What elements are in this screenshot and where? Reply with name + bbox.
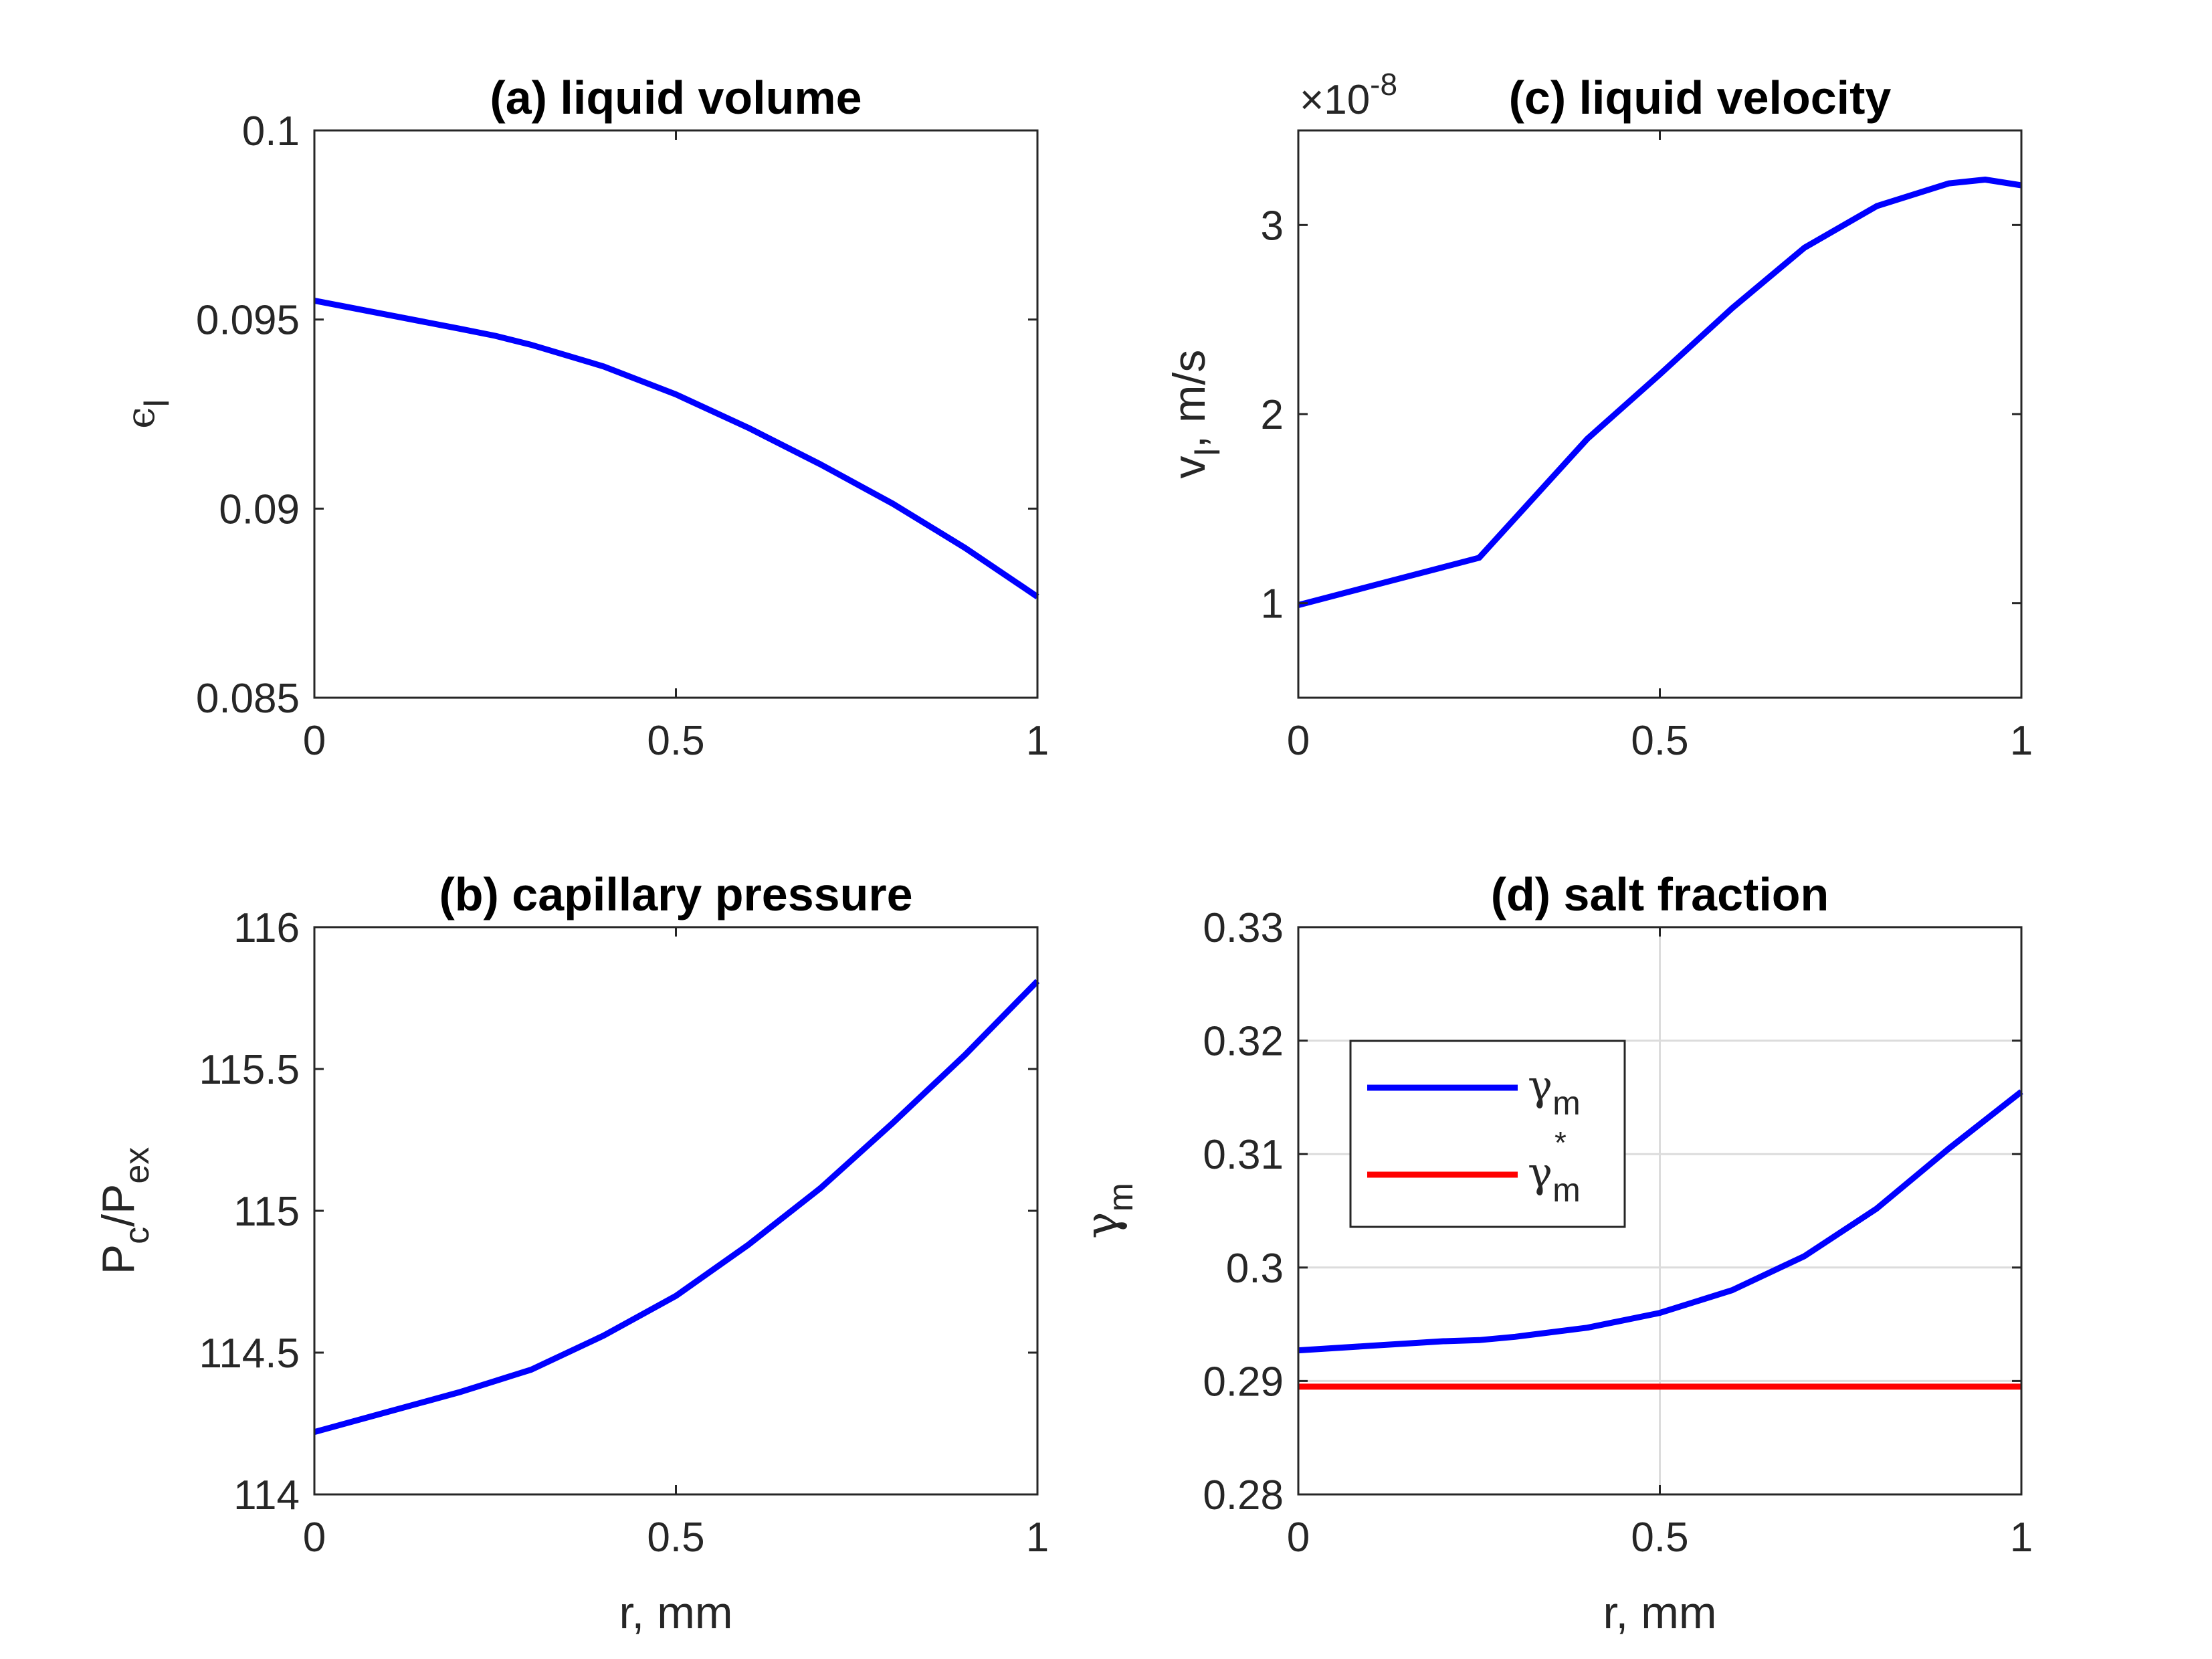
y-axis-label-sub: c: [118, 1227, 157, 1244]
x-tick-label: 0.5: [1631, 1515, 1688, 1561]
y-tick-label: 0.085: [196, 676, 300, 722]
y-tick-label: 1: [1261, 581, 1284, 627]
legend-label-sub: m: [1552, 1084, 1581, 1122]
y-tick-label: 116: [233, 905, 300, 951]
legend-label-main: γ: [1528, 1148, 1552, 1197]
panel-c-liquid-velocity: 0 0.5 1 1 2 3 (c) liquid velocity ×10-8 vl, m/s: [1164, 67, 2033, 764]
panel-title: (c) liquid velocity: [1509, 72, 1892, 124]
y-axis-label-sub: m: [1102, 1183, 1140, 1211]
x-tick-label: 0.5: [647, 718, 704, 764]
y-tick-label: 0.3: [1226, 1246, 1284, 1292]
x-axis-label: r, mm: [1603, 1587, 1717, 1638]
y-tick-label: 3: [1261, 203, 1284, 249]
y-axis-label: Pc/Pex: [93, 1147, 157, 1275]
y-axis-label: vl, m/s: [1164, 350, 1227, 479]
legend-label-main: γ: [1528, 1061, 1552, 1110]
y-axis-label-sub: l: [138, 399, 177, 407]
x-tick-label: 0: [1287, 1515, 1310, 1561]
series-line-b-0: [313, 979, 1040, 1436]
y-axis-label-rest: /P: [93, 1184, 144, 1227]
panel-title: (a) liquid volume: [490, 72, 862, 124]
y-axis-label-sub: l: [1189, 448, 1227, 456]
y-axis-label-main: v: [1164, 456, 1215, 478]
panel-b-capillary-pressure: 0 0.5 1 114 114.5 115 115.5 116 (b) capillary pr…: [93, 868, 1049, 1638]
x-tick-label: 0: [303, 1515, 326, 1561]
x-tick-label: 0: [303, 718, 326, 764]
y-tick-label: 2: [1261, 392, 1284, 438]
exponent-label: ×10-8: [1300, 67, 1397, 123]
y-tick-label: 0.09: [219, 486, 300, 532]
y-tick-label: 114.5: [199, 1331, 300, 1377]
x-tick-label: 1: [2010, 1515, 2033, 1561]
y-tick-label: 0.32: [1203, 1019, 1284, 1065]
legend-label-sup: *: [1554, 1125, 1567, 1160]
x-tick-label: 0.5: [647, 1515, 704, 1561]
legend-label-0: γm: [1528, 1061, 1581, 1122]
panel-title: (b) capillary pressure: [439, 868, 912, 920]
series-line-c-0: [1297, 177, 2022, 608]
y-axis-label: γm: [1076, 1183, 1140, 1239]
legend-label-1: γm *: [1528, 1125, 1581, 1209]
y-axis-label: ϵl: [118, 399, 177, 429]
exponent-power: -8: [1370, 67, 1397, 102]
panel-a-liquid-volume: 0 0.5 1 0.085 0.09 0.095 0.1 (a) liquid volume ϵ…: [118, 72, 1049, 764]
y-axis-label-main: ϵ: [118, 407, 163, 429]
series-line-a-0: [314, 297, 1039, 599]
legend-label-sub: m: [1552, 1171, 1581, 1209]
y-axis-label-rest: , m/s: [1164, 350, 1215, 448]
y-tick-label: 0.33: [1203, 905, 1284, 951]
y-tick-label: 0.29: [1203, 1359, 1284, 1405]
legend-box: [1349, 1040, 1626, 1228]
y-axis-label-sub2: ex: [118, 1147, 157, 1184]
y-axis-label-main: γ: [1076, 1211, 1129, 1239]
y-tick-label: 0.28: [1203, 1472, 1284, 1519]
y-tick-label: 0.095: [196, 298, 300, 344]
x-tick-label: 0.5: [1631, 718, 1688, 764]
x-tick-label: 1: [1026, 1515, 1049, 1561]
y-tick-label: 114: [233, 1472, 300, 1519]
x-axis-label: r, mm: [619, 1587, 733, 1638]
y-tick-label: 115: [233, 1189, 300, 1235]
x-tick-label: 1: [1026, 718, 1049, 764]
y-axis-label-main: P: [93, 1244, 144, 1274]
series-line-d-0: [1298, 1089, 2023, 1354]
y-tick-label: 0.1: [242, 108, 300, 155]
x-tick-label: 1: [2010, 718, 2033, 764]
x-tick-label: 0: [1287, 718, 1310, 764]
exponent-base: ×10: [1300, 77, 1370, 123]
y-tick-label: 115.5: [199, 1047, 300, 1093]
y-tick-label: 0.31: [1203, 1132, 1284, 1178]
panel-title: (d) salt fraction: [1491, 868, 1829, 920]
panel-d-salt-fraction: 0 0.5 1 0.28 0.29 0.3 0.31 0.32 0.33 (d) salt fra…: [1076, 868, 2033, 1638]
